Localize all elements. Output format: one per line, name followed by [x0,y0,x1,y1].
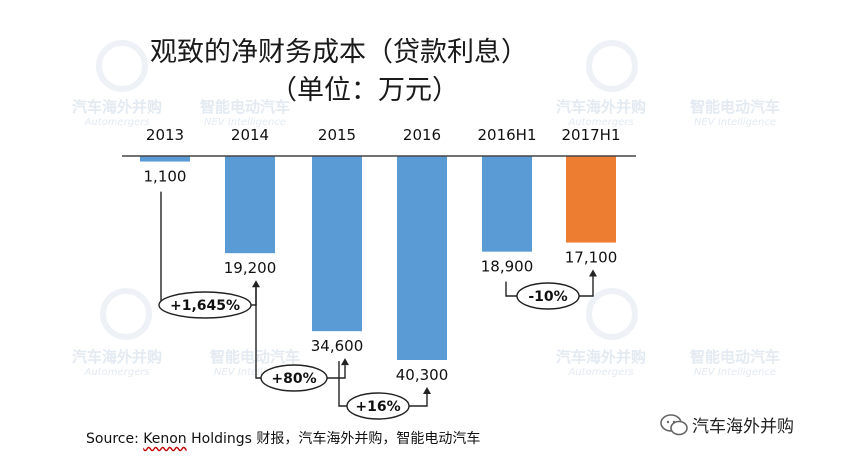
bar-2016H1 [482,156,532,252]
arrow-head-icon [341,358,349,366]
category-label-2015: 2015 [318,126,356,144]
watermark-nev: 智能电动汽车 NEV Intelligence [210,348,301,378]
wechat-icon [660,413,688,435]
change-label-+1,645%: +1,645% [170,298,240,314]
source-prefix: Source: [86,431,144,447]
bar-2015 [312,156,362,332]
watermark-logo-icon [100,288,152,340]
category-label-2016: 2016 [403,126,441,144]
category-label-2014: 2014 [231,126,269,144]
chart-title: 观致的净财务成本（贷款利息） （单位：万元） [150,34,528,110]
chart-title-line1: 观致的净财务成本（贷款利息） [150,37,528,68]
change-label-+16%: +16% [355,399,400,415]
brand-label: 汽车海外并购 [692,417,794,437]
change-label--10%: -10% [528,289,567,305]
value-label-2014: 19,200 [224,259,277,277]
arrow-head-icon [423,387,431,394]
source-rest: Holdings 财报，汽车海外并购，智能电动汽车 [186,431,481,447]
watermark-automergers: 汽车海外并购 Automergers [72,98,163,128]
value-label-2015: 34,600 [311,337,364,355]
change-badge-+1,645% [158,291,252,319]
value-label-2016H1: 18,900 [481,258,534,276]
change-label-+80%: +80% [271,371,316,387]
change-badge-+80% [260,364,328,392]
bar-2013 [140,156,190,162]
watermark-automergers: 汽车海外并购 Automergers [72,348,163,378]
watermark-nev: 智能电动汽车 NEV Intelligence [200,98,291,128]
watermark-automergers: 汽车海外并购 Automergers [556,348,647,378]
bar-2016 [397,156,447,360]
bar-2014 [225,156,275,254]
category-label-2016H1: 2016H1 [478,126,537,144]
value-label-2016: 40,300 [396,366,449,384]
watermark-logo-icon [96,40,148,92]
watermark-logo-icon [586,40,638,92]
watermark-logo-icon [586,288,638,340]
value-label-2013: 1,100 [144,168,187,186]
source-note: Source: Kenon Holdings 财报，汽车海外并购，智能电动汽车 [86,428,480,448]
value-label-2017H1: 17,100 [565,249,618,267]
watermark-automergers: 汽车海外并购 Automergers [556,98,647,128]
category-label-2013: 2013 [146,126,184,144]
brand-badge: 汽车海外并购 [660,412,794,437]
change-badge-+16% [346,392,410,420]
chart-title-line2: （单位：万元） [270,75,459,106]
change-badge--10% [516,282,580,310]
category-label-2017H1: 2017H1 [562,126,621,144]
watermark-nev: 智能电动汽车 NEV Intelligence [690,348,781,378]
bar-2017H1 [566,156,616,243]
source-link-kenon: Kenon [143,431,187,447]
watermark-nev: 智能电动汽车 NEV Intelligence [690,98,781,128]
arrow-head-icon [589,269,597,277]
